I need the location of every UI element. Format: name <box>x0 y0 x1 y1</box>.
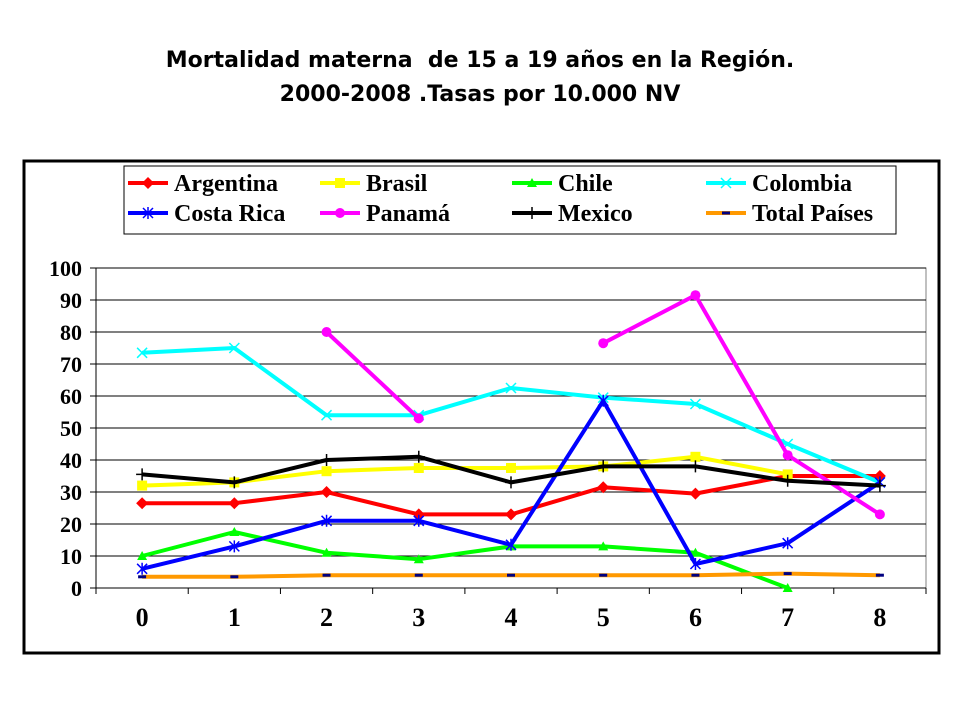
x-tick-label: 5 <box>597 603 610 632</box>
data-point <box>507 574 515 577</box>
legend-label: Argentina <box>174 171 278 197</box>
data-point <box>323 574 331 577</box>
data-point <box>690 290 700 300</box>
data-point <box>414 413 424 423</box>
data-point <box>783 450 793 460</box>
data-point <box>414 463 424 473</box>
legend-marker <box>722 212 730 215</box>
y-tick-label: 20 <box>60 512 82 537</box>
x-tick-label: 7 <box>781 603 794 632</box>
legend-label: Colombia <box>752 171 852 197</box>
y-tick-label: 100 <box>49 256 82 281</box>
legend-label: Total Países <box>752 201 873 227</box>
data-point <box>784 572 792 575</box>
legend-label: Brasil <box>366 171 428 197</box>
data-point <box>598 338 608 348</box>
data-point <box>415 574 423 577</box>
y-tick-label: 10 <box>60 544 82 569</box>
y-tick-label: 40 <box>60 448 82 473</box>
x-tick-label: 1 <box>228 603 241 632</box>
legend-label: Panamá <box>366 201 450 227</box>
data-point <box>230 575 238 578</box>
x-tick-label: 8 <box>873 603 886 632</box>
y-tick-label: 60 <box>60 384 82 409</box>
y-tick-label: 50 <box>60 416 82 441</box>
x-tick-label: 0 <box>136 603 149 632</box>
y-tick-label: 80 <box>60 320 82 345</box>
x-tick-label: 6 <box>689 603 702 632</box>
y-tick-label: 0 <box>71 576 82 601</box>
legend-marker <box>335 208 345 218</box>
y-tick-label: 90 <box>60 288 82 313</box>
legend-marker <box>335 178 345 188</box>
legend-label: Chile <box>558 171 613 197</box>
data-point <box>599 574 607 577</box>
legend-label: Mexico <box>558 201 633 227</box>
y-tick-label: 70 <box>60 352 82 377</box>
data-point <box>876 574 884 577</box>
data-point <box>137 481 147 491</box>
legend-label: Costa Rica <box>174 201 285 227</box>
data-point <box>690 452 700 462</box>
data-point <box>322 466 332 476</box>
x-tick-label: 4 <box>505 603 518 632</box>
data-point <box>506 463 516 473</box>
data-point <box>322 327 332 337</box>
chart-frame <box>24 161 939 653</box>
data-point <box>875 509 885 519</box>
data-point <box>691 574 699 577</box>
x-tick-label: 3 <box>412 603 425 632</box>
y-tick-label: 30 <box>60 480 82 505</box>
data-point <box>138 575 146 578</box>
x-tick-label: 2 <box>320 603 333 632</box>
